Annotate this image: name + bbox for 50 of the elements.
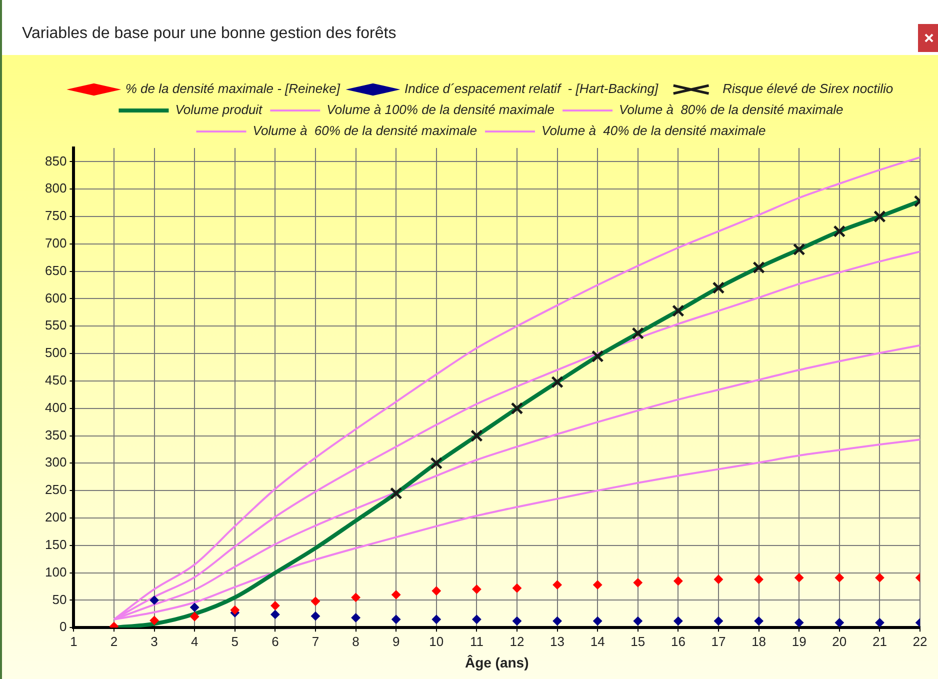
x-tick-label: 15 (630, 634, 646, 649)
x-tick-label: 11 (470, 634, 484, 649)
x-tick-label: 5 (231, 634, 239, 649)
y-tick-label: 800 (44, 180, 67, 196)
x-tick-label: 13 (550, 634, 565, 649)
legend-label: Volume à 60% de la densité maximale (252, 123, 477, 138)
x-tick-label: 10 (429, 634, 444, 649)
x-tick-label: 8 (352, 634, 360, 649)
y-tick-label: 50 (52, 592, 67, 607)
legend-label: Risque élevé de Sirex noctilio (722, 81, 894, 96)
x-tick-label: 21 (872, 634, 887, 649)
legend-label: Volume produit (175, 102, 264, 118)
y-tick-label: 450 (44, 372, 67, 388)
x-tick-label: 3 (150, 634, 158, 649)
x-tick-label: 9 (392, 634, 400, 649)
x-tick-label: 20 (832, 634, 847, 649)
x-tick-label: 19 (792, 634, 806, 649)
y-tick-label: 750 (44, 208, 67, 224)
y-tick-label: 550 (44, 318, 67, 333)
y-tick-label: 850 (44, 153, 67, 168)
y-tick-label: 600 (44, 290, 67, 306)
y-tick-label: 650 (44, 262, 67, 278)
legend-label: Volume à 80% de la densité maximale (619, 102, 844, 118)
y-tick-label: 150 (44, 536, 67, 552)
legend-label: Volume à 40% de la densité maximale (542, 123, 766, 138)
x-tick-label: 12 (510, 634, 524, 649)
y-tick-label: 350 (44, 427, 67, 442)
y-tick-label: 250 (44, 482, 67, 498)
y-tick-label: 500 (44, 345, 67, 360)
x-tick-label: 6 (272, 634, 279, 649)
x-tick-label: 18 (752, 634, 766, 649)
chart-title: Variables de base pour une bonne gestion des forêts (22, 25, 396, 43)
y-tick-label: 700 (44, 236, 67, 250)
x-tick-label: 2 (110, 634, 118, 649)
y-tick-label: 0 (59, 619, 67, 634)
x-tick-label: 1 (70, 634, 78, 649)
y-tick-label: 100 (44, 564, 67, 580)
x-tick-label: 14 (590, 634, 605, 649)
x-axis-title: Âge (ans) (464, 654, 529, 670)
x-tick-label: 22 (912, 634, 928, 649)
y-tick-label: 200 (44, 510, 67, 525)
legend-label: % de la densité maximale - [Reineke] (125, 81, 340, 96)
legend-label: Indice d´espacement relatif - [Hart-Backing] (404, 81, 658, 96)
x-tick-label: 16 (670, 634, 686, 649)
x-tick-label: 7 (312, 634, 320, 649)
y-tick-label: 300 (44, 454, 67, 470)
x-tick-label: 17 (711, 634, 726, 649)
legend-label: Volume à 100% de la densité maximale (326, 102, 555, 118)
y-tick-label: 400 (44, 400, 67, 415)
x-tick-label: 4 (190, 634, 198, 649)
